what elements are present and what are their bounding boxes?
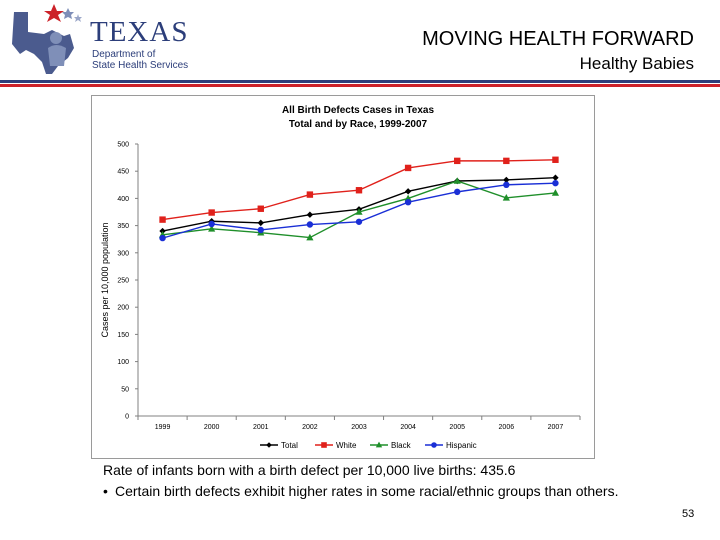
logo-wordmark: TEXAS: [90, 16, 189, 48]
data-point-black: [208, 225, 216, 232]
x-tick-label: 2005: [449, 424, 465, 431]
y-tick-label: 350: [117, 223, 129, 230]
y-tick-label: 250: [117, 278, 129, 285]
y-tick-label: 100: [117, 359, 129, 366]
data-point-white: [306, 191, 314, 198]
data-point-white: [355, 187, 363, 194]
logo-subtitle: Department of State Health Services: [92, 49, 188, 71]
y-tick-label: 450: [117, 169, 129, 176]
data-point-hispanic: [355, 218, 363, 225]
data-point-black: [453, 177, 461, 184]
data-point-white: [257, 205, 264, 212]
x-tick-label: 2003: [351, 424, 367, 431]
y-tick-label: 300: [117, 250, 129, 257]
data-point-white: [503, 157, 510, 165]
y-tick-label: 50: [121, 386, 129, 393]
x-tick-label: 2001: [253, 424, 269, 431]
data-point-black: [551, 189, 560, 196]
page-number: 53: [682, 508, 695, 520]
y-tick-label: 400: [117, 196, 129, 203]
x-tick-label: 2002: [302, 424, 318, 431]
data-point-hispanic: [306, 221, 314, 228]
data-point-hispanic: [257, 226, 264, 234]
data-point-white: [404, 164, 412, 172]
legend-label-white: White: [336, 441, 357, 450]
legend-marker-black: [375, 441, 383, 448]
data-point-white: [208, 209, 215, 216]
slide-title: MOVING HEALTH FORWARD: [422, 28, 694, 50]
legend-marker-hispanic: [431, 442, 437, 448]
y-tick-label: 150: [117, 332, 129, 339]
data-point-hispanic: [454, 188, 461, 196]
bullet-text: Certain birth defects exhibit higher rat…: [115, 483, 619, 499]
legend-marker-white: [321, 442, 327, 448]
logo-subtitle-line2: State Health Services: [92, 60, 189, 71]
data-point-total: [503, 176, 510, 184]
data-point-total: [404, 188, 412, 195]
birth-defects-chart: All Birth Defects Cases in Texas Total an…: [91, 95, 595, 459]
data-point-black: [306, 233, 314, 241]
y-tick-label: 0: [125, 414, 129, 421]
data-point-white: [454, 157, 461, 165]
slide-subtitle: Healthy Babies: [579, 54, 694, 73]
data-point-black: [502, 194, 510, 201]
data-point-total: [257, 219, 264, 227]
texas-map-icon: [12, 4, 82, 74]
chart-subtitle: Total and by Race, 1999-2007: [289, 119, 428, 130]
data-point-white: [159, 216, 166, 223]
data-point-black: [355, 208, 363, 215]
data-point-hispanic: [208, 220, 215, 228]
y-axis-label: Cases per 10,000 population: [100, 222, 110, 337]
x-tick-label: 2007: [548, 424, 564, 431]
data-point-total: [159, 227, 166, 235]
legend-marker-total: [266, 442, 272, 448]
chart-canvas: All Birth Defects Cases in Texas Total an…: [100, 105, 581, 450]
x-tick-label: 2000: [204, 424, 220, 431]
data-point-hispanic: [404, 199, 412, 206]
header-rule-blue: [0, 80, 720, 83]
chart-title: All Birth Defects Cases in Texas: [282, 105, 435, 116]
y-tick-label: 200: [117, 305, 129, 312]
logo-subtitle-line1: Department of: [92, 49, 156, 60]
data-point-hispanic: [503, 181, 510, 188]
bullet-symbol: •: [103, 483, 108, 499]
y-tick-label: 500: [117, 142, 129, 149]
x-tick-label: 1999: [155, 424, 171, 431]
bullet-item: • Certain birth defects exhibit higher ra…: [103, 482, 623, 500]
birth-defect-rate-caption: Rate of infants born with a birth defect…: [103, 462, 516, 478]
data-point-hispanic: [159, 234, 166, 242]
legend-label-hispanic: Hispanic: [446, 441, 477, 450]
header-rule-red: [0, 84, 720, 87]
bullet-list: • Certain birth defects exhibit higher ra…: [103, 482, 623, 500]
x-tick-label: 2006: [499, 424, 515, 431]
dshs-logo: TEXAS Department of State Health Service…: [8, 4, 208, 76]
x-tick-label: 2004: [400, 424, 416, 431]
data-point-hispanic: [552, 179, 559, 187]
data-point-black: [404, 194, 412, 202]
data-point-white: [552, 156, 559, 163]
data-point-total: [552, 174, 559, 181]
legend-label-total: Total: [281, 441, 298, 450]
legend-label-black: Black: [391, 441, 412, 450]
data-point-total: [306, 211, 314, 218]
